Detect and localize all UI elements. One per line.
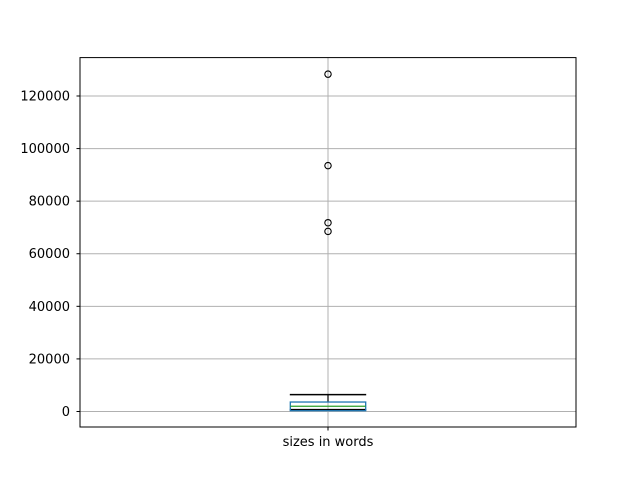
outlier-point [324,70,332,78]
y-tick-label: 80000 [29,195,70,210]
outlier-point [324,218,332,227]
y-tick-label: 60000 [29,247,70,262]
y-tick-label: 120000 [20,89,70,104]
y-tick-label: 0 [62,405,70,420]
outlier-point [324,161,332,170]
y-tick-label: 40000 [29,300,70,315]
outlier-point [324,227,332,236]
y-tick-label: 100000 [20,142,70,157]
y-tick-label: 20000 [29,352,70,367]
x-tick-label: sizes in words [283,435,374,450]
